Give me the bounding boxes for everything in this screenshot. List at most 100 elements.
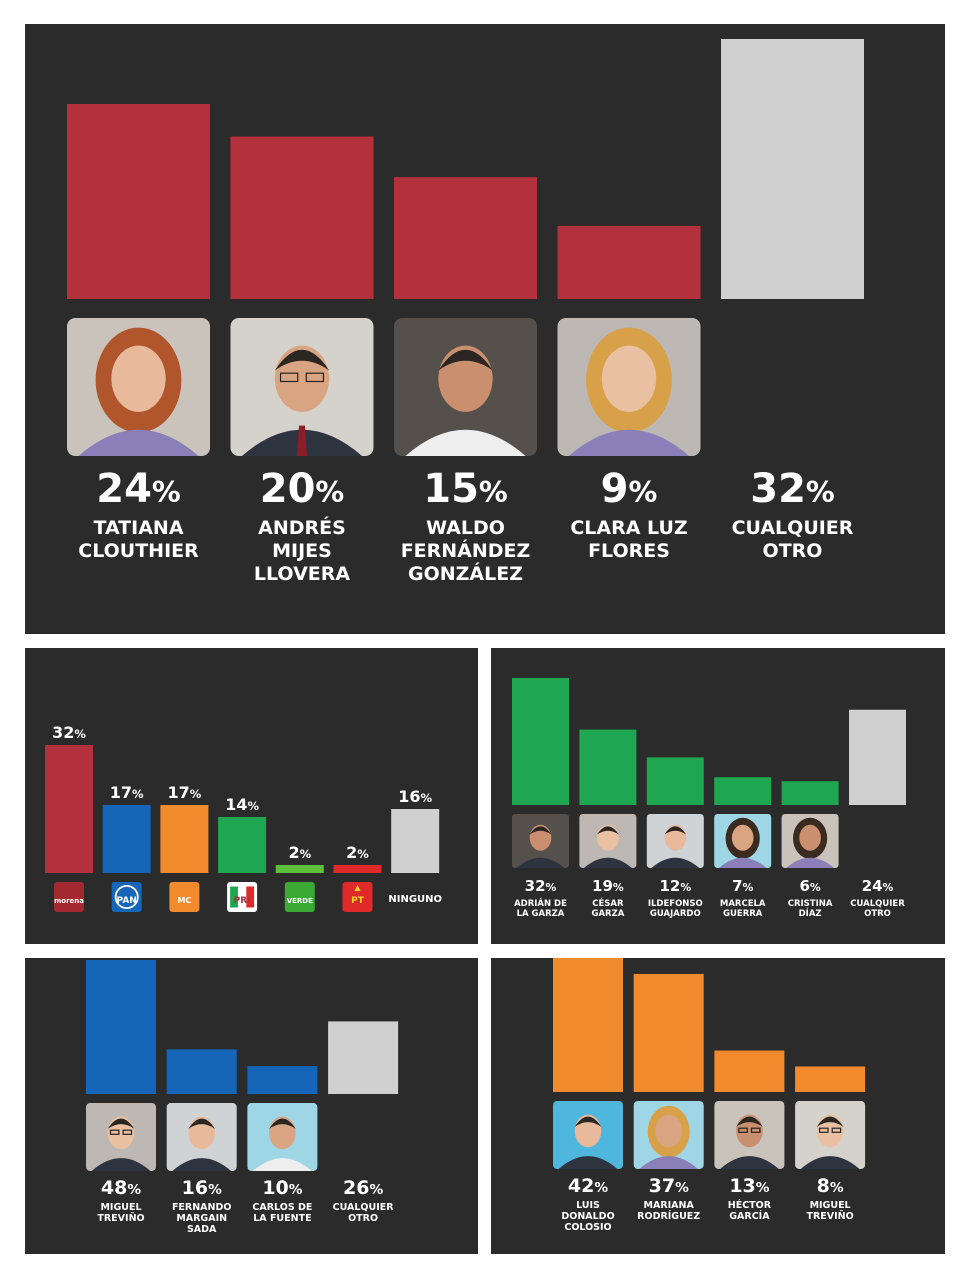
bar-5 [849, 709, 906, 805]
bar-2 [714, 1050, 785, 1092]
bar-1 [579, 729, 637, 805]
percent-label-0: 24% [96, 466, 181, 512]
svg-text:PRI: PRI [234, 896, 251, 906]
candidate-name-2: HÉCTOR GARCÍA [728, 1199, 772, 1222]
percent-label-2: 10% [262, 1177, 302, 1199]
candidate-name-5: CUALQUIER OTRO [850, 899, 905, 919]
bar-0 [553, 958, 623, 1092]
bar-2 [646, 757, 704, 805]
bar-2 [160, 805, 209, 873]
bar-3 [328, 1021, 399, 1094]
bar-1 [102, 805, 151, 873]
chart-svg: 42% LUIS DONALDO COLOSIO 37% MARIANA RODRÍGUEZ… [553, 958, 866, 1233]
chart-svg: 32% ADRIÁN DE LA GARZA 19% CÉSAR GARZA 12% ILDE… [512, 678, 906, 919]
bar-5 [333, 865, 382, 873]
senate-poll-panel: 32% ADRIÁN DE LA GARZA 19% CÉSAR GARZA 12% ILDE… [491, 648, 945, 944]
candidate-name-0: LUIS DONALDO COLOSIO [561, 1200, 614, 1233]
candidate-photo-3 [714, 814, 772, 868]
candidate-photo-2 [646, 814, 704, 868]
percent-label-2: 13% [729, 1175, 769, 1197]
candidate-photo-0 [553, 1101, 623, 1169]
bar-3 [557, 225, 701, 299]
bar-3 [218, 817, 267, 873]
candidate-photo-1 [230, 318, 374, 456]
candidate-name-4: CRISTINA DÍAZ [788, 899, 833, 919]
percent-label-1: 16% [182, 1177, 222, 1199]
mayor-poll-panel-b: 42% LUIS DONALDO COLOSIO 37% MARIANA RODRÍGUEZ… [491, 958, 945, 1254]
percent-label-3: 9% [601, 466, 658, 512]
percent-label-4: 32% [750, 466, 835, 512]
candidate-photo-2 [394, 318, 537, 456]
candidate-name-0: TATIANA CLOUTHIER [78, 517, 199, 562]
bar-1 [230, 136, 374, 299]
candidate-photo-1 [579, 814, 637, 868]
percent-label-3: 26% [343, 1177, 383, 1199]
percent-label-0: 48% [101, 1177, 141, 1199]
candidate-photo-3 [557, 318, 701, 456]
candidate-name-0: MIGUEL TREVIÑO [97, 1202, 144, 1224]
candidate-name-2: WALDO FERNÁNDEZ GONZÁLEZ [401, 517, 531, 585]
percent-label-3: 8% [817, 1175, 844, 1197]
candidate-name-3: CLARA LUZ FLORES [570, 517, 687, 562]
candidate-photo-3 [795, 1101, 866, 1169]
candidate-name-3: MARCELA GUERRA [720, 899, 766, 919]
svg-text:PAN: PAN [117, 896, 137, 906]
percent-label-5: 24% [862, 877, 894, 895]
chart-svg: 48% MIGUEL TREVIÑO 16% FERNANDO MARGAIN SADA 10… [86, 960, 399, 1235]
candidate-name-2: CARLOS DE LA FUENTE [252, 1202, 312, 1224]
pri-logo: PRI [227, 882, 258, 912]
party-poll-panel: 32% morena 17% PAN 17% MC 14% PRI 2% VERDE 2% PT 16%… [25, 648, 478, 944]
percent-label-0: 42% [568, 1175, 608, 1197]
svg-text:MC: MC [177, 896, 191, 905]
candidate-name-3: MIGUEL TREVIÑO [806, 1200, 853, 1222]
candidate-photo-2 [247, 1103, 318, 1171]
candidate-photo-4 [781, 814, 839, 868]
pt-logo: PT [342, 882, 373, 912]
chart-svg: 32% morena 17% PAN 17% MC 14% PRI 2% VERDE 2% PT 16%… [45, 723, 442, 912]
percent-label-1: 20% [260, 466, 345, 512]
percent-label-4: 6% [799, 877, 820, 895]
bar-0 [86, 960, 156, 1094]
bar-1 [633, 973, 704, 1092]
pan-logo: PAN [111, 882, 142, 912]
candidate-name-1: ANDRÉS MIJES LLOVERA [254, 516, 350, 585]
governor-poll-panel: 24% TATIANA CLOUTHIER 20% ANDRÉS MIJES LLOVERA… [25, 24, 945, 634]
svg-text:VERDE: VERDE [287, 897, 313, 905]
bar-0 [67, 104, 210, 299]
bar-4 [721, 39, 864, 299]
candidate-photo-0 [67, 318, 210, 456]
bar-0 [45, 745, 93, 873]
candidate-photo-1 [166, 1103, 237, 1171]
candidate-name-3: CUALQUIER OTRO [333, 1202, 395, 1224]
candidate-name-1: MARIANA RODRÍGUEZ [637, 1200, 700, 1222]
percent-label-1: 37% [649, 1175, 689, 1197]
svg-text:PT: PT [351, 896, 365, 906]
candidate-name-1: FERNANDO MARGAIN SADA [172, 1202, 232, 1235]
bar-4 [781, 781, 839, 805]
bar-2 [247, 1066, 318, 1094]
candidate-name-2: ILDEFONSO GUAJARDO [648, 899, 703, 919]
morena-logo: morena [54, 882, 84, 912]
bar-6 [391, 809, 440, 873]
candidate-name-0: ADRIÁN DE LA GARZA [514, 897, 567, 919]
percent-label-3: 14% [225, 795, 259, 814]
percent-label-2: 15% [423, 466, 508, 512]
candidate-photo-2 [714, 1101, 785, 1169]
chart-svg: 24% TATIANA CLOUTHIER 20%ANDRÉS MIJES LLOVERA… [67, 39, 864, 585]
ninguno-label: NINGUNO [388, 894, 442, 905]
candidate-name-4: CUALQUIER OTRO [732, 517, 854, 562]
bar-3 [714, 777, 772, 805]
bar-0 [512, 678, 569, 805]
percent-label-2: 12% [659, 877, 691, 895]
percent-label-2: 17% [167, 783, 201, 802]
mc-logo: MC [169, 882, 200, 912]
candidate-photo-0 [86, 1103, 156, 1171]
verde-logo: VERDE [284, 882, 315, 912]
candidate-name-1: CÉSAR GARZA [591, 897, 624, 919]
percent-label-6: 16% [398, 787, 432, 806]
bar-4 [275, 865, 324, 873]
candidate-photo-0 [512, 814, 569, 868]
svg-text:morena: morena [54, 897, 84, 905]
candidate-photo-1 [633, 1101, 704, 1169]
bar-1 [166, 1049, 237, 1094]
